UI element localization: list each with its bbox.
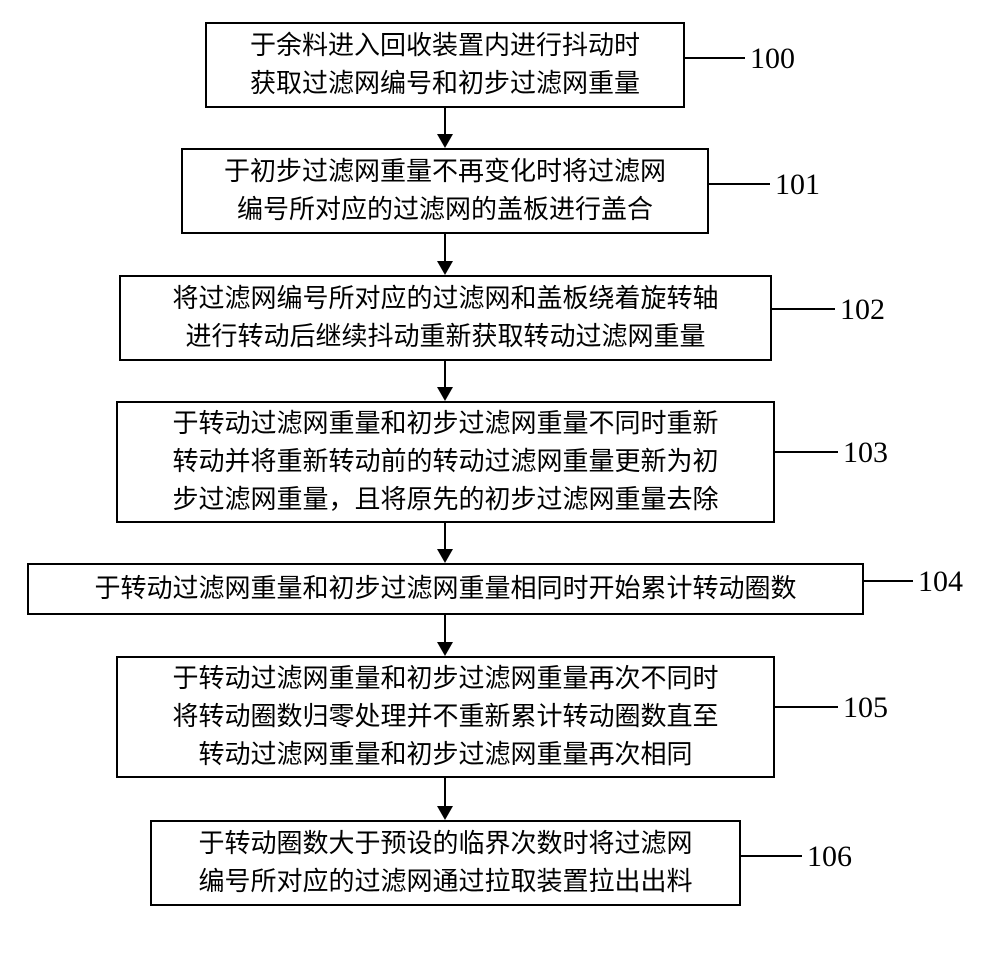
flowchart-step-100: 于余料进入回收装置内进行抖动时 获取过滤网编号和初步过滤网重量 (205, 22, 685, 108)
flowchart-container: 于余料进入回收装置内进行抖动时 获取过滤网编号和初步过滤网重量 100 于初步过滤网… (0, 0, 1000, 970)
flowchart-arrow (444, 361, 446, 399)
label-connector (775, 451, 838, 453)
flowchart-step-103: 于转动过滤网重量和初步过滤网重量不同时重新 转动并将重新转动前的转动过滤网重量更… (116, 401, 775, 523)
step-label-102: 102 (840, 293, 885, 327)
step-label-105: 105 (843, 691, 888, 725)
flowchart-step-105: 于转动过滤网重量和初步过滤网重量再次不同时 将转动圈数归零处理并不重新累计转动圈… (116, 656, 775, 778)
step-label-106: 106 (807, 840, 852, 874)
flowchart-arrow (444, 523, 446, 561)
step-text: 于转动过滤网重量和初步过滤网重量相同时开始累计转动圈数 (94, 570, 796, 608)
step-text: 于转动圈数大于预设的临界次数时将过滤网 编号所对应的过滤网通过拉取装置拉出出料 (198, 825, 692, 900)
step-label-101: 101 (775, 168, 820, 202)
flowchart-step-106: 于转动圈数大于预设的临界次数时将过滤网 编号所对应的过滤网通过拉取装置拉出出料 (150, 820, 741, 906)
label-connector (709, 183, 770, 185)
flowchart-step-102: 将过滤网编号所对应的过滤网和盖板绕着旋转轴 进行转动后继续抖动重新获取转动过滤网… (119, 275, 772, 361)
flowchart-arrow (444, 778, 446, 818)
flowchart-arrow (444, 108, 446, 146)
label-connector (864, 580, 913, 582)
label-connector (685, 57, 745, 59)
step-label-103: 103 (843, 436, 888, 470)
flowchart-arrow (444, 615, 446, 654)
label-connector (772, 308, 835, 310)
flowchart-arrow (444, 234, 446, 273)
step-label-104: 104 (918, 565, 963, 599)
step-text: 于转动过滤网重量和初步过滤网重量再次不同时 将转动圈数归零处理并不重新累计转动圈… (172, 660, 718, 773)
step-text: 于初步过滤网重量不再变化时将过滤网 编号所对应的过滤网的盖板进行盖合 (224, 153, 666, 228)
flowchart-step-104: 于转动过滤网重量和初步过滤网重量相同时开始累计转动圈数 (27, 563, 864, 615)
step-text: 于转动过滤网重量和初步过滤网重量不同时重新 转动并将重新转动前的转动过滤网重量更… (172, 405, 718, 518)
step-text: 将过滤网编号所对应的过滤网和盖板绕着旋转轴 进行转动后继续抖动重新获取转动过滤网… (172, 280, 718, 355)
label-connector (775, 706, 838, 708)
flowchart-step-101: 于初步过滤网重量不再变化时将过滤网 编号所对应的过滤网的盖板进行盖合 (181, 148, 709, 234)
step-text: 于余料进入回收装置内进行抖动时 获取过滤网编号和初步过滤网重量 (250, 27, 640, 102)
label-connector (741, 855, 802, 857)
step-label-100: 100 (750, 42, 795, 76)
